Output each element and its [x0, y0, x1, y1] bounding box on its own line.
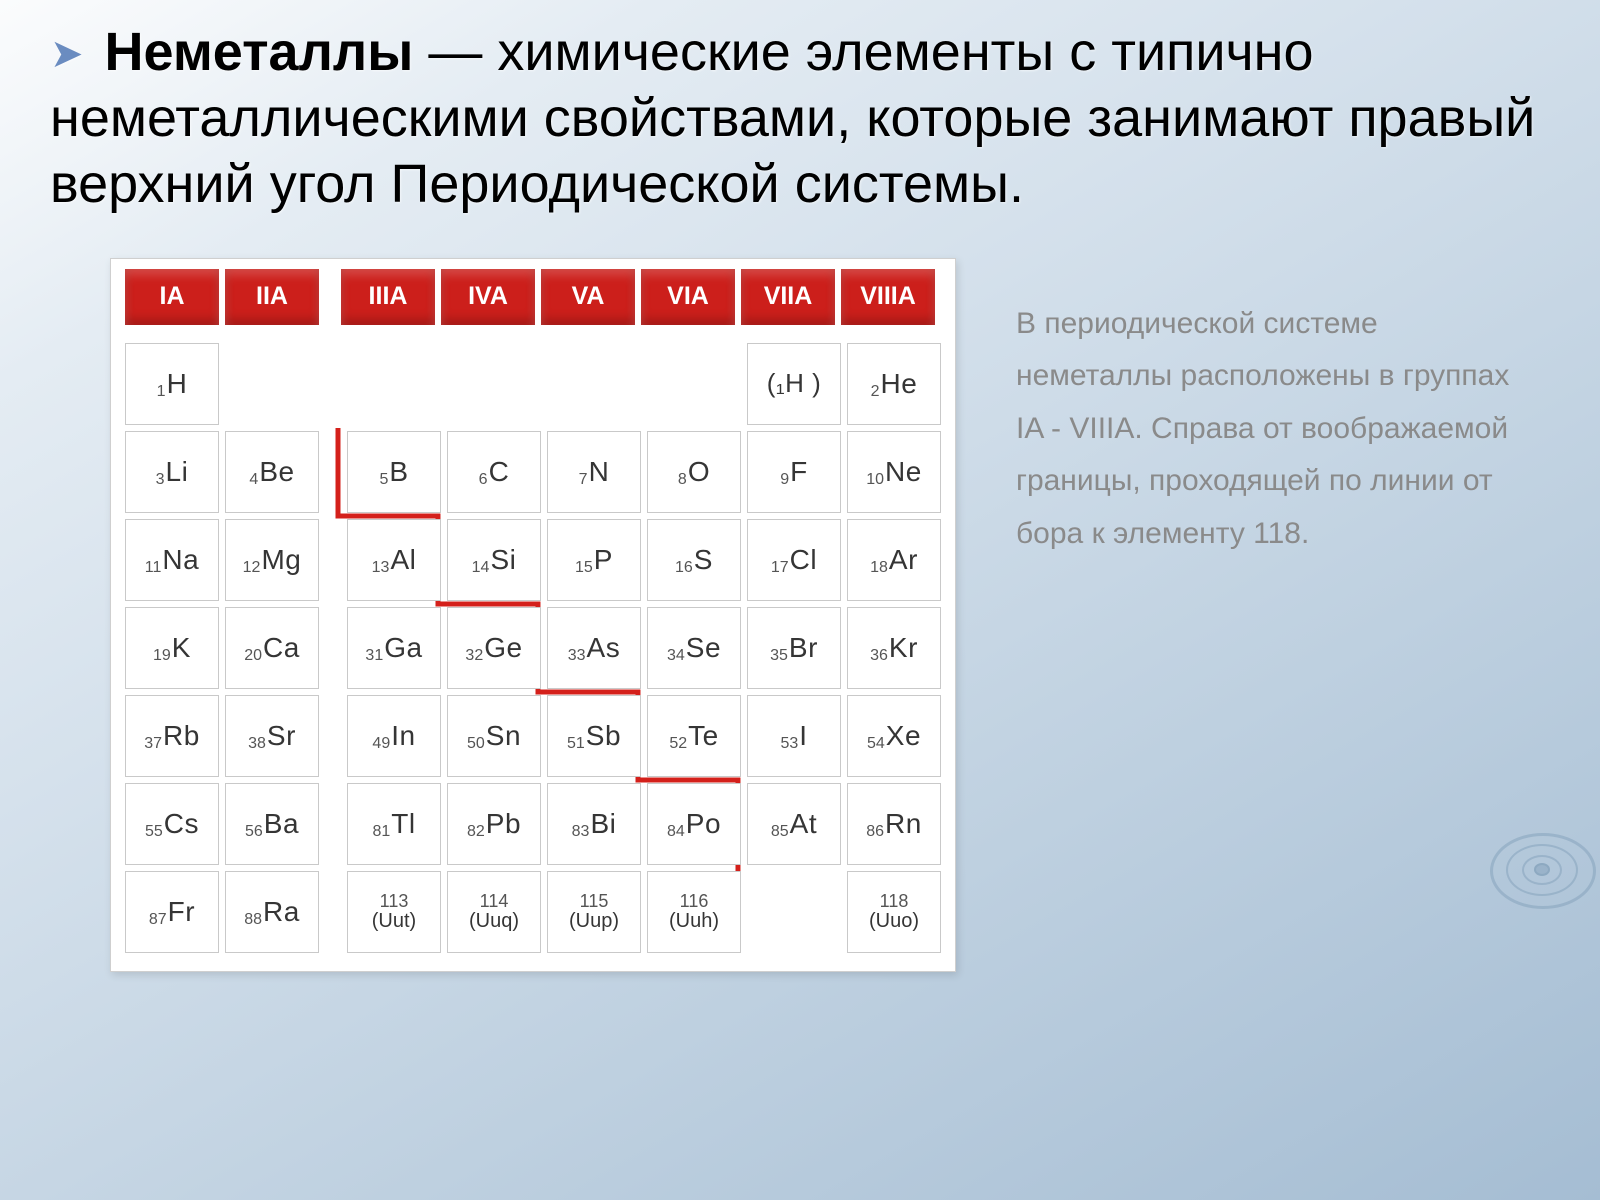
element-cell: 19K: [125, 607, 219, 689]
element-grid: 1H (₁H )2He 3Li4Be 5B6C7N8O9F10Ne 11Na12Mg 13…: [125, 343, 941, 953]
element-cell: 7N: [547, 431, 641, 513]
element-cell: 5B: [347, 431, 441, 513]
element-cell: 31Ga: [347, 607, 441, 689]
group-header: VIIIA: [841, 269, 935, 325]
element-cell: 36Kr: [847, 607, 941, 689]
group-header: IA: [125, 269, 219, 325]
element-cell: 32Ge: [447, 607, 541, 689]
element-cell: 3Li: [125, 431, 219, 513]
element-cell: 17Cl: [747, 519, 841, 601]
element-cell: 54Xe: [847, 695, 941, 777]
element-cell: 87Fr: [125, 871, 219, 953]
element-cell: 10Ne: [847, 431, 941, 513]
element-cell: 49In: [347, 695, 441, 777]
content-row: IAIIA IIIAIVAVAVIAVIIAVIIIA 1H (₁H )2He 3Li…: [110, 258, 1550, 972]
element-cell: 114(Uuq): [447, 871, 541, 953]
element-cell: 9F: [747, 431, 841, 513]
element-cell: 15P: [547, 519, 641, 601]
element-cell: 56Ba: [225, 783, 319, 865]
ripple-decoration: [1480, 825, 1600, 910]
element-cell: 82Pb: [447, 783, 541, 865]
bullet-icon: ➤: [50, 32, 84, 76]
group-header: VIA: [641, 269, 735, 325]
side-description: В периодической системе неметаллы распол…: [1016, 298, 1516, 561]
group-headers: IAIIA IIIAIVAVAVIAVIIAVIIIA: [125, 269, 941, 325]
group-header: IIA: [225, 269, 319, 325]
slide: ➤ Неметаллы — химические элементы с типи…: [0, 0, 1600, 1200]
element-cell: 14Si: [447, 519, 541, 601]
definition-term: Неметаллы: [105, 22, 414, 82]
element-cell: 6C: [447, 431, 541, 513]
element-cell: 50Sn: [447, 695, 541, 777]
element-cell: 38Sr: [225, 695, 319, 777]
element-cell: 13Al: [347, 519, 441, 601]
group-header: IVA: [441, 269, 535, 325]
definition-text: ➤ Неметаллы — химические элементы с типи…: [50, 20, 1550, 218]
element-cell: 52Te: [647, 695, 741, 777]
element-cell: 18Ar: [847, 519, 941, 601]
element-cell: 85At: [747, 783, 841, 865]
element-cell: 116(Uuh): [647, 871, 741, 953]
element-cell: 86Rn: [847, 783, 941, 865]
group-header: VA: [541, 269, 635, 325]
element-cell: 4Be: [225, 431, 319, 513]
element-cell: 88Ra: [225, 871, 319, 953]
group-header: VIIA: [741, 269, 835, 325]
element-cell: 83Bi: [547, 783, 641, 865]
element-cell: 2He: [847, 343, 941, 425]
element-cell: 35Br: [747, 607, 841, 689]
group-header: IIIA: [341, 269, 435, 325]
element-cell: 34Se: [647, 607, 741, 689]
element-cell: 16S: [647, 519, 741, 601]
element-cell: 55Cs: [125, 783, 219, 865]
element-cell: 53I: [747, 695, 841, 777]
element-cell: 11Na: [125, 519, 219, 601]
element-cell: 12Mg: [225, 519, 319, 601]
element-cell: 84Po: [647, 783, 741, 865]
periodic-table: IAIIA IIIAIVAVAVIAVIIAVIIIA 1H (₁H )2He 3Li…: [110, 258, 956, 972]
element-cell: 8O: [647, 431, 741, 513]
element-cell: (₁H ): [747, 343, 841, 425]
element-cell: 33As: [547, 607, 641, 689]
element-cell: 118(Uuo): [847, 871, 941, 953]
element-cell: 37Rb: [125, 695, 219, 777]
element-cell: 115(Uup): [547, 871, 641, 953]
element-cell: 113(Uut): [347, 871, 441, 953]
element-cell: 51Sb: [547, 695, 641, 777]
element-cell: 20Ca: [225, 607, 319, 689]
element-cell: 1H: [125, 343, 219, 425]
element-cell: 81Tl: [347, 783, 441, 865]
